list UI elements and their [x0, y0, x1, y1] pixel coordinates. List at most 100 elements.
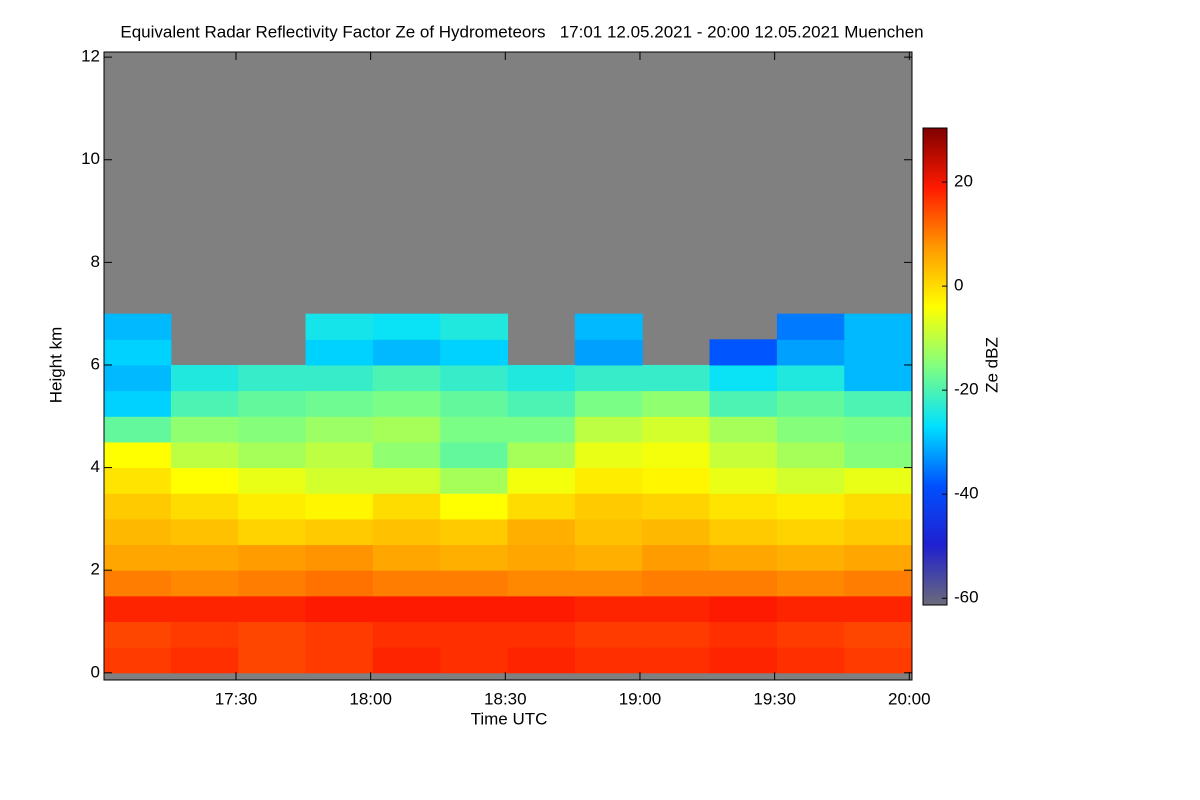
heatmap-cell: [305, 570, 374, 597]
heatmap-cell: [709, 493, 778, 520]
heatmap-cell: [238, 518, 307, 546]
heatmap-cell: [104, 595, 172, 623]
heatmap-cell: [170, 544, 239, 571]
heatmap-cell: [305, 621, 374, 648]
x-tick-label: 19:30: [753, 689, 796, 708]
heatmap-cell: [642, 595, 711, 623]
heatmap-cell: [574, 441, 643, 469]
heatmap-cell: [776, 339, 845, 366]
heatmap-cell: [305, 544, 374, 571]
y-tick-label: 6: [91, 354, 100, 373]
heatmap-cell: [709, 416, 778, 443]
heatmap-cell: [709, 467, 778, 494]
heatmap-cell: [372, 313, 441, 340]
heatmap-cell: [574, 364, 643, 392]
heatmap-cell: [238, 416, 307, 443]
heatmap-cell: [305, 595, 374, 623]
heatmap-cell: [709, 621, 778, 648]
heatmap-cell: [305, 313, 374, 340]
heatmap-cell: [776, 647, 845, 674]
heatmap-cell: [238, 570, 307, 597]
y-tick-label: 8: [91, 252, 100, 271]
heatmap-cell: [507, 493, 576, 520]
heatmap-cell: [170, 364, 239, 392]
heatmap-cell: [440, 595, 509, 623]
heatmap-cell: [238, 595, 307, 623]
heatmap-cell: [642, 467, 711, 494]
heatmap-cell: [440, 647, 509, 674]
heatmap-cell: [776, 467, 845, 494]
heatmap-cell: [709, 518, 778, 546]
heatmap-cell: [170, 647, 239, 674]
heatmap-cell: [372, 467, 441, 494]
heatmap-cell: [372, 544, 441, 571]
heatmap-cell: [844, 390, 912, 417]
heatmap-cell: [104, 313, 172, 340]
heatmap: [104, 313, 912, 674]
heatmap-cell: [574, 390, 643, 417]
heatmap-cell: [844, 493, 912, 520]
heatmap-cell: [844, 595, 912, 623]
heatmap-cell: [776, 313, 845, 340]
heatmap-cell: [844, 441, 912, 469]
heatmap-cell: [305, 518, 374, 546]
y-tick-label: 0: [91, 662, 100, 681]
heatmap-cell: [709, 441, 778, 469]
heatmap-cell: [507, 621, 576, 648]
heatmap-cell: [104, 647, 172, 674]
heatmap-cell: [305, 364, 374, 392]
heatmap-cell: [507, 467, 576, 494]
heatmap-cell: [844, 416, 912, 443]
colorbar-label: Ze dBZ: [982, 337, 1001, 393]
heatmap-cell: [574, 570, 643, 597]
heatmap-cell: [372, 339, 441, 366]
heatmap-cell: [844, 364, 912, 392]
heatmap-cell: [776, 364, 845, 392]
heatmap-cell: [440, 621, 509, 648]
heatmap-cell: [574, 647, 643, 674]
heatmap-cell: [642, 518, 711, 546]
heatmap-cell: [642, 621, 711, 648]
x-tick-label: 18:00: [349, 689, 392, 708]
x-tick-label: 17:30: [215, 689, 258, 708]
y-tick-label: 2: [91, 560, 100, 579]
colorbar: [922, 127, 948, 606]
x-tick-label: 19:00: [619, 689, 662, 708]
y-axis-label: Height km: [46, 327, 65, 404]
heatmap-cell: [574, 467, 643, 494]
heatmap-cell: [440, 416, 509, 443]
heatmap-cell: [440, 390, 509, 417]
heatmap-cell: [238, 441, 307, 469]
heatmap-cell: [238, 467, 307, 494]
heatmap-cell: [372, 364, 441, 392]
heatmap-cell: [642, 493, 711, 520]
heatmap-cell: [104, 339, 172, 366]
heatmap-cell: [104, 544, 172, 571]
heatmap-cell: [372, 518, 441, 546]
y-tick-label: 12: [81, 47, 100, 66]
heatmap-cell: [709, 544, 778, 571]
heatmap-cell: [104, 364, 172, 392]
heatmap-cell: [776, 390, 845, 417]
heatmap-cell: [305, 467, 374, 494]
heatmap-cell: [574, 416, 643, 443]
heatmap-cell: [507, 647, 576, 674]
plot-frame: [103, 51, 913, 681]
heatmap-cell: [170, 493, 239, 520]
heatmap-cell: [574, 518, 643, 546]
heatmap-cell: [440, 518, 509, 546]
heatmap-cell: [642, 390, 711, 417]
heatmap-cell: [104, 390, 172, 417]
heatmap-cell: [574, 595, 643, 623]
heatmap-cell: [305, 493, 374, 520]
heatmap-cell: [776, 416, 845, 443]
colorbar-tick-label: -60: [954, 588, 979, 607]
heatmap-cell: [440, 364, 509, 392]
heatmap-cell: [104, 467, 172, 494]
heatmap-cell: [844, 467, 912, 494]
heatmap-cell: [104, 570, 172, 597]
heatmap-cell: [507, 416, 576, 443]
heatmap-cell: [238, 364, 307, 392]
heatmap-cell: [305, 647, 374, 674]
